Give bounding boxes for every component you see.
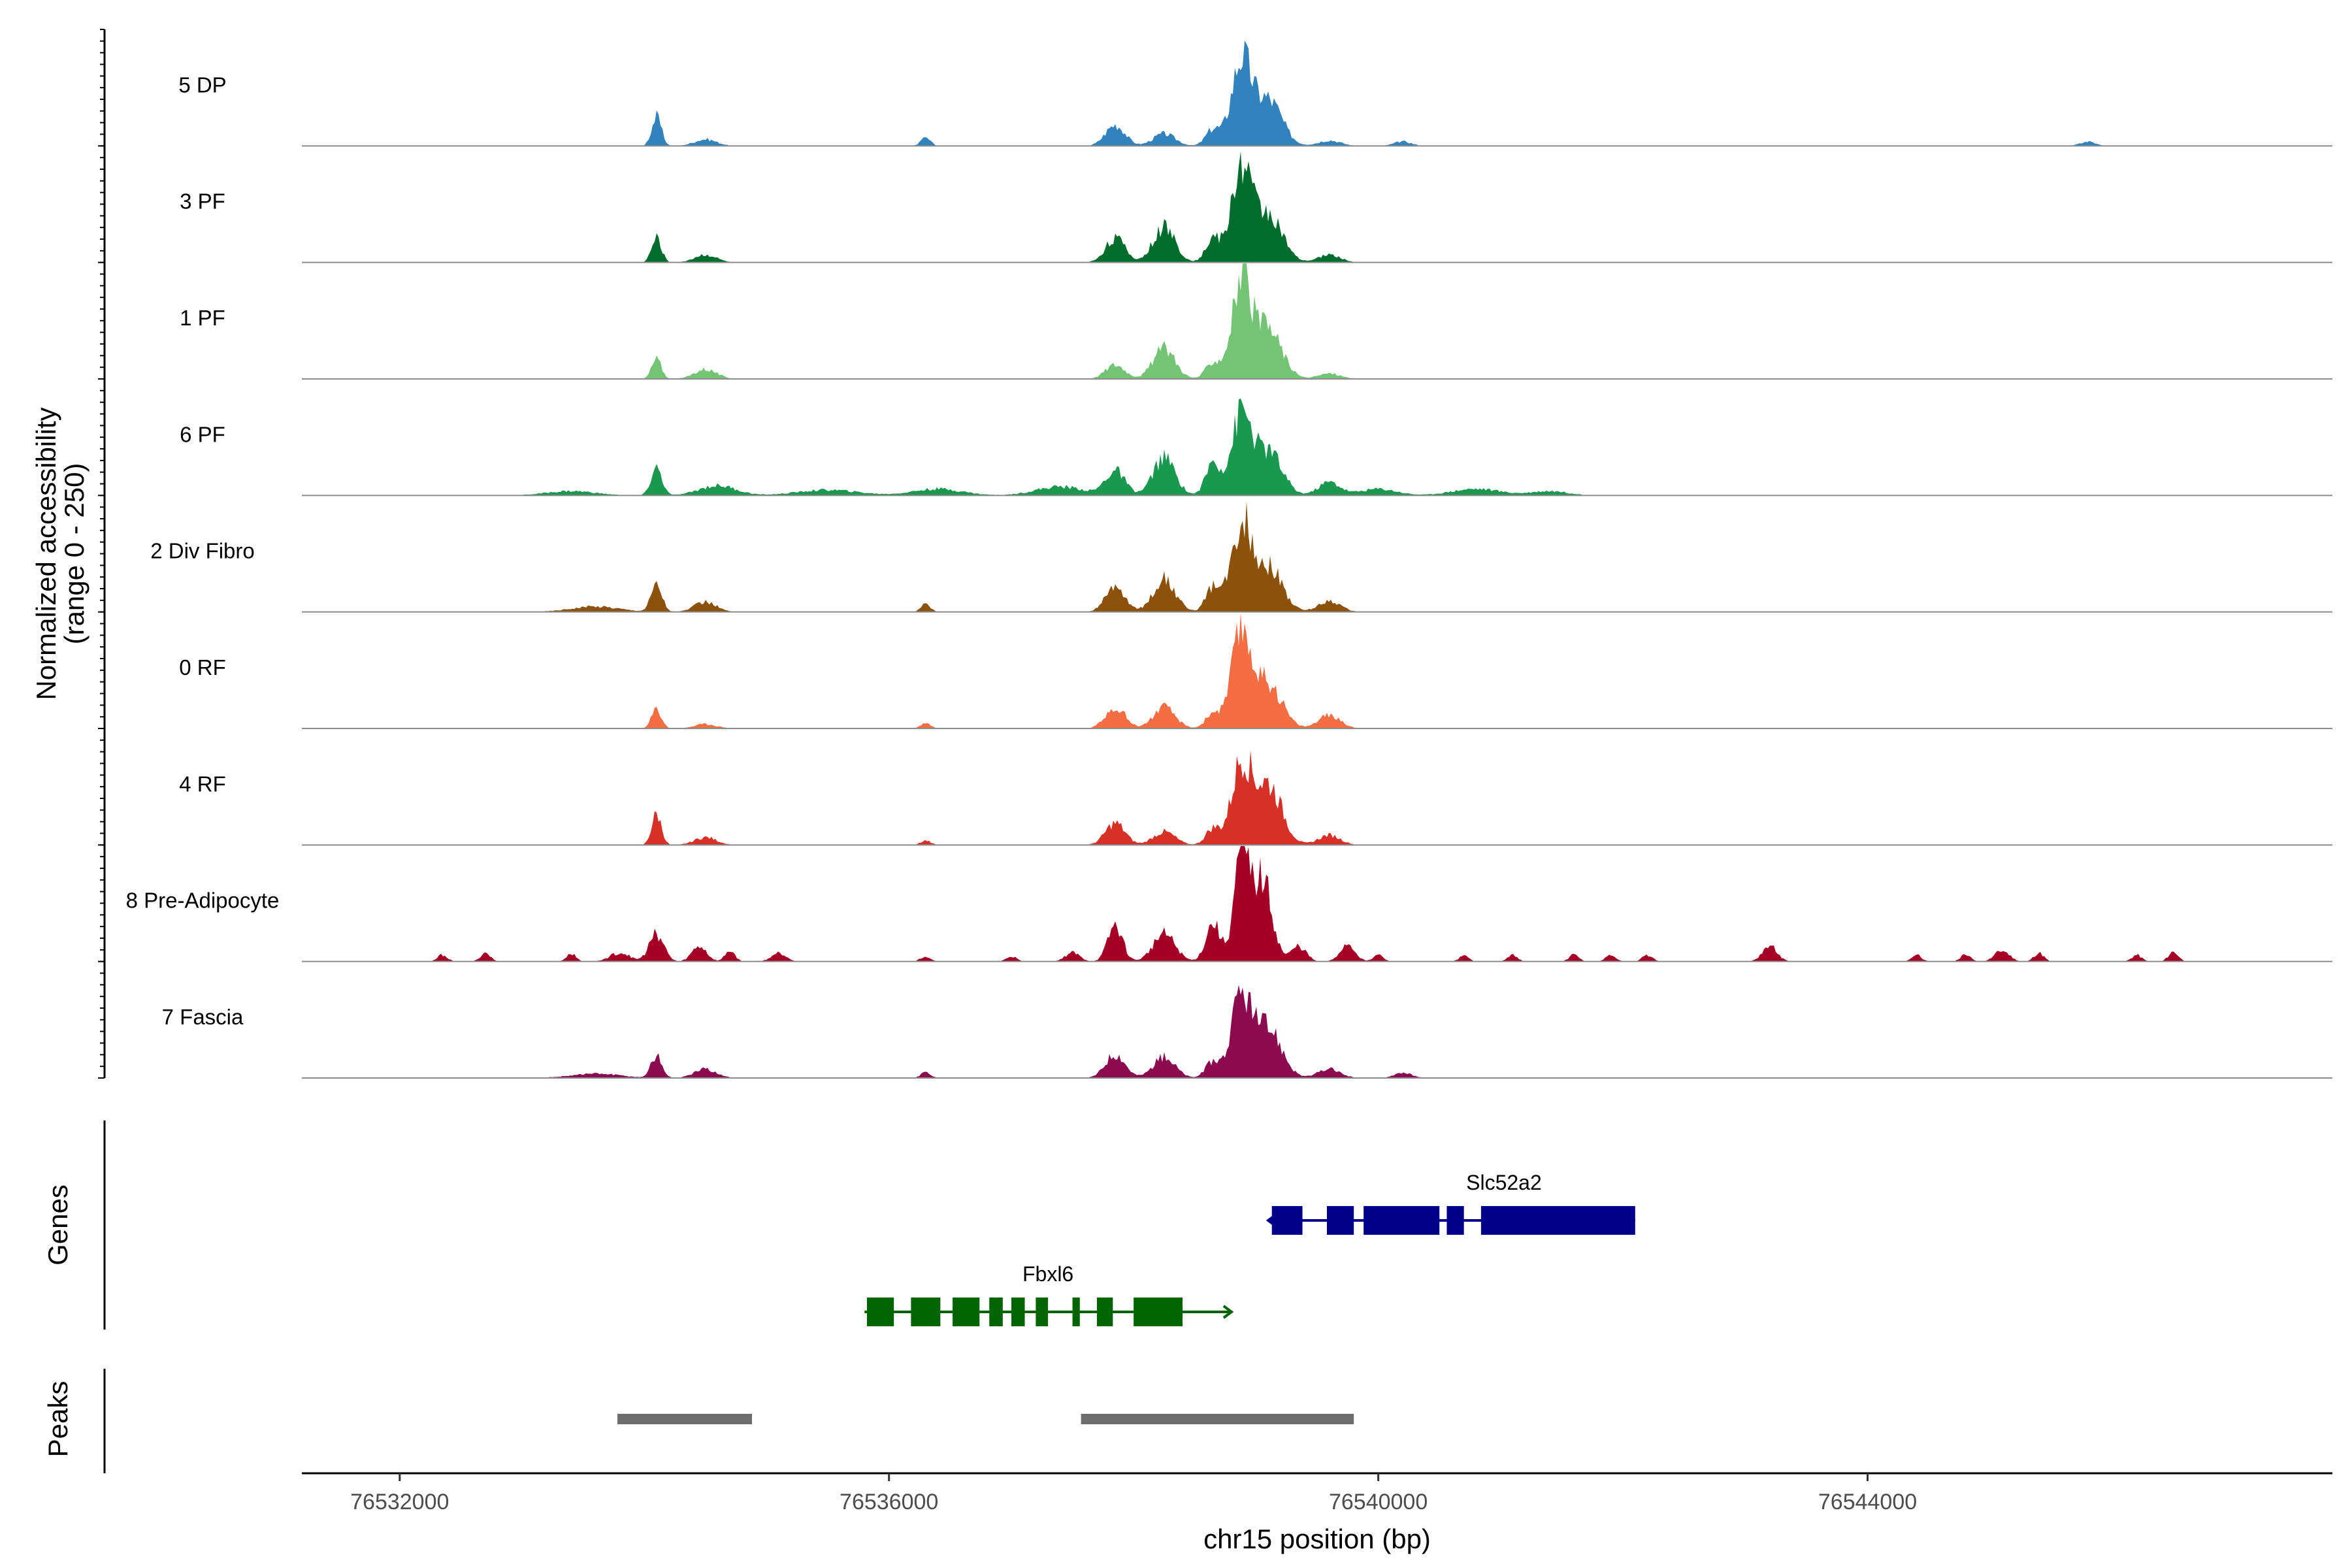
coverage-area (302, 613, 2332, 728)
gene-exon (1036, 1298, 1049, 1326)
gene-exon (866, 1298, 894, 1326)
track-label: 3 PF (180, 189, 225, 214)
peak-region (617, 1414, 753, 1424)
y-axis-subtitle: (range 0 - 250) (59, 463, 90, 645)
gene-exon (989, 1298, 1003, 1326)
track-label: 1 PF (180, 306, 225, 330)
track-label: 4 RF (179, 772, 226, 796)
coverage-area (302, 750, 2332, 845)
gene-name-label: Fbxl6 (1022, 1262, 1073, 1286)
track-1-pf: 1 PF (180, 263, 2332, 380)
gene-exon (1271, 1206, 1303, 1235)
track-7-fascia: 7 Fascia (162, 985, 2332, 1079)
gene-exon (1096, 1298, 1113, 1326)
gene-exon (1072, 1298, 1080, 1326)
gene-exon (1326, 1206, 1354, 1235)
x-tick-label: 76536000 (840, 1490, 938, 1514)
gene-exon (1134, 1298, 1183, 1326)
gene-exon (1446, 1206, 1464, 1235)
gene-strand-arrow (1222, 1305, 1234, 1319)
gene-exon (1364, 1206, 1440, 1235)
gene-name-label: Slc52a2 (1466, 1171, 1542, 1194)
track-3-pf: 3 PF (180, 151, 2332, 263)
gene-strand-arrow (1266, 1213, 1277, 1228)
coverage-area (302, 399, 2332, 496)
track-8-pre-adipocyte: 8 Pre-Adipocyte (126, 845, 2332, 962)
peaks-panel: Peaks (42, 1369, 1354, 1473)
gene-exon (911, 1298, 941, 1326)
track-label: 5 DP (178, 73, 226, 97)
coverage-area (302, 985, 2332, 1078)
coverage-area (302, 845, 2332, 962)
gene-exon (1011, 1298, 1025, 1326)
gene-exon (953, 1298, 980, 1326)
track-6-pf: 6 PF (180, 399, 2332, 497)
gene-fbxl6: Fbxl6 (864, 1262, 1234, 1326)
x-tick-label: 76540000 (1329, 1490, 1428, 1514)
track-2-div-fibro: 2 Div Fibro (150, 501, 2332, 613)
peak-region (1081, 1414, 1354, 1424)
gene-exon (1480, 1206, 1635, 1235)
track-label: 6 PF (180, 422, 225, 446)
y-axis-title: Normalized accessibility (31, 407, 61, 700)
track-label: 0 RF (179, 655, 226, 679)
accessibility-tracks: 5 DP 3 PF 1 PF 6 PF 2 Div Fibro 0 RF 4 RF 8 Pre… (126, 41, 2332, 1079)
x-tick-label: 76532000 (350, 1490, 449, 1514)
x-axis-title: chr15 position (bp) (1203, 1524, 1431, 1554)
coverage-area (302, 263, 2332, 379)
genes-axis-label: Genes (42, 1184, 73, 1266)
coverage-area (302, 501, 2332, 612)
gene-annotation-panel: Genes Slc52a2 Fbxl6 (42, 1120, 1635, 1330)
coverage-area (302, 151, 2332, 263)
track-0-rf: 0 RF (179, 613, 2332, 729)
x-axis: 76532000 76536000 76540000 76544000 chr15 po… (302, 1472, 2332, 1554)
track-5-dp: 5 DP (178, 41, 2332, 147)
track-label: 8 Pre-Adipocyte (126, 889, 280, 913)
track-4-rf: 4 RF (179, 750, 2332, 846)
gene-slc52a2: Slc52a2 (1266, 1171, 1635, 1235)
track-label: 2 Div Fibro (150, 539, 255, 563)
coverage-area (302, 41, 2332, 146)
y-axis: Normalized accessibility(range 0 - 250) (31, 29, 106, 1079)
track-label: 7 Fascia (162, 1005, 244, 1029)
peaks-axis-label: Peaks (42, 1381, 73, 1458)
x-tick-label: 76544000 (1818, 1490, 1917, 1514)
